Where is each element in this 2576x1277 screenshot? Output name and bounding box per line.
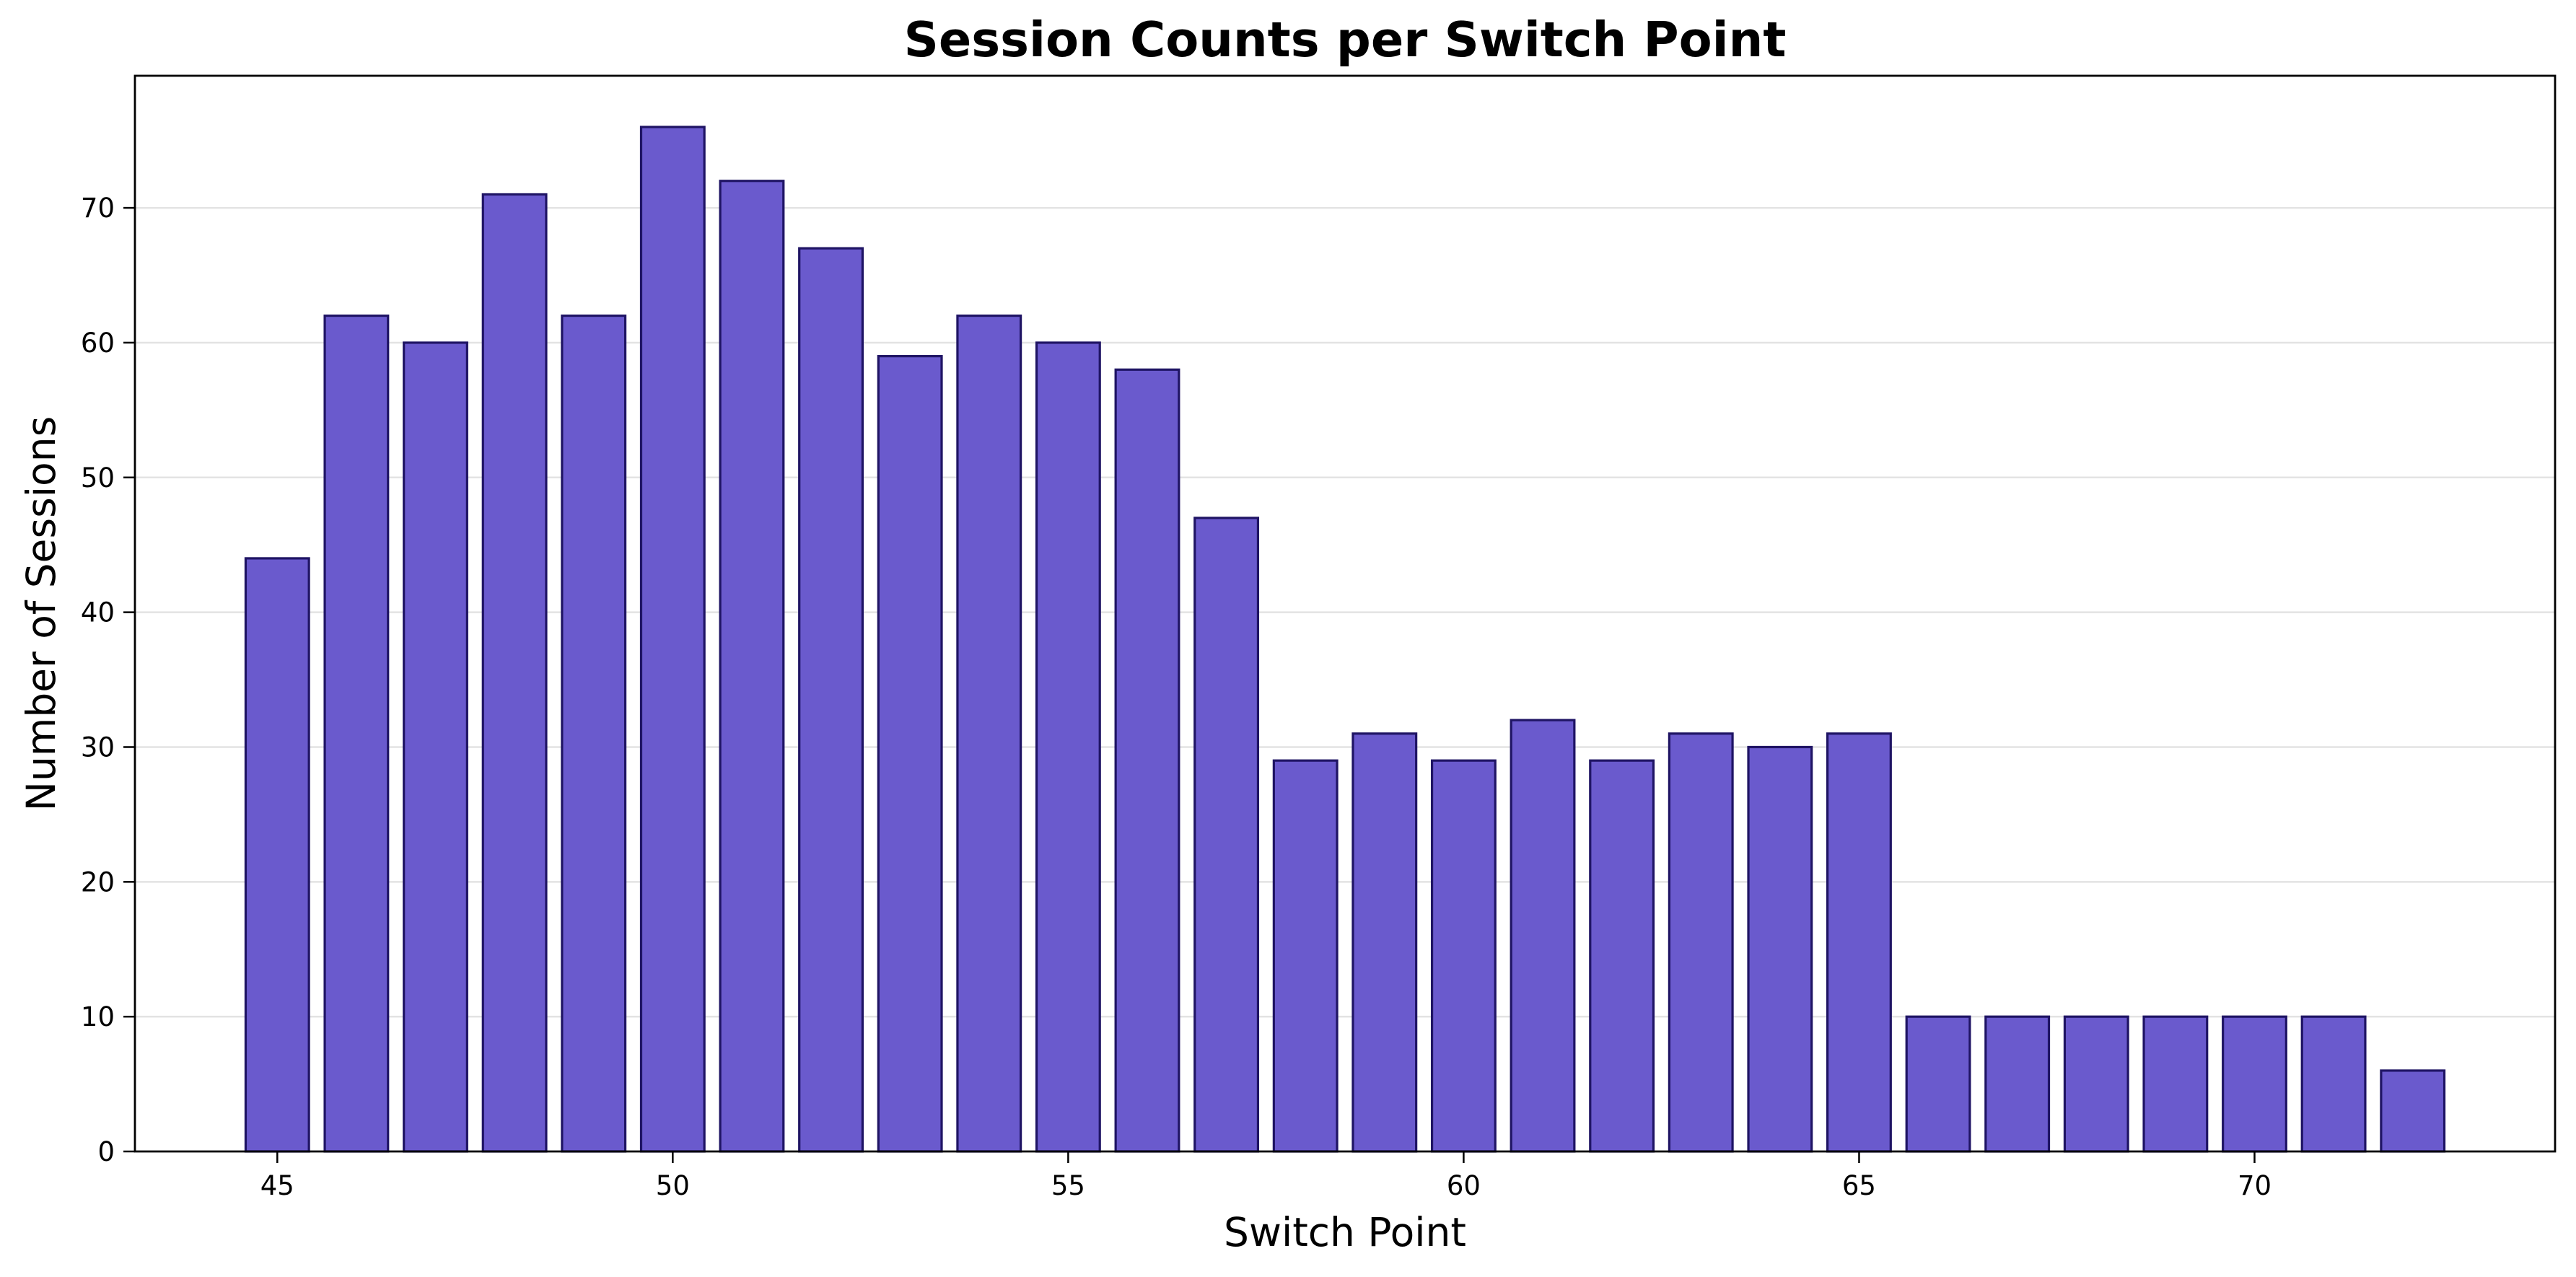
- x-tick-label: 55: [1051, 1170, 1085, 1201]
- bar-switch-point-53: [877, 355, 943, 1153]
- bar-switch-point-46: [323, 314, 390, 1153]
- bar-switch-point-50: [639, 126, 706, 1153]
- y-tick-label: 30: [81, 732, 115, 763]
- bar-switch-point-70: [2222, 1015, 2287, 1153]
- chart-title: Session Counts per Switch Point: [904, 12, 1787, 68]
- x-tick-label: 60: [1447, 1170, 1481, 1201]
- bar-switch-point-52: [798, 247, 864, 1153]
- x-axis-label: Switch Point: [1224, 1209, 1466, 1255]
- y-tick-label: 50: [81, 462, 115, 493]
- bar-switch-point-47: [403, 341, 468, 1153]
- bar-switch-point-48: [481, 193, 548, 1153]
- bar-switch-point-68: [2063, 1015, 2129, 1153]
- bar-switch-point-55: [1035, 341, 1101, 1153]
- bar-switch-point-54: [956, 314, 1022, 1153]
- y-tick-label: 70: [81, 193, 115, 224]
- bar-switch-point-64: [1747, 745, 1813, 1153]
- x-tick-label: 50: [656, 1170, 690, 1201]
- bar-switch-point-45: [244, 557, 310, 1153]
- bar-switch-point-61: [1510, 719, 1576, 1153]
- bar-switch-point-59: [1351, 732, 1418, 1153]
- bar-switch-point-71: [2300, 1015, 2367, 1153]
- axis-ticks: 45 50 55 60 65 70 0 10 20 30 40 50 60 70: [81, 193, 2271, 1201]
- y-tick-label: 20: [81, 866, 115, 898]
- bar-switch-point-57: [1193, 517, 1260, 1153]
- bar-switch-point-69: [2142, 1015, 2209, 1153]
- x-tick-label: 65: [1842, 1170, 1876, 1201]
- bar-switch-point-56: [1114, 368, 1180, 1153]
- x-tick-label: 70: [2238, 1170, 2271, 1201]
- x-tick-label: 45: [260, 1170, 294, 1201]
- bar-switch-point-67: [1984, 1015, 2051, 1153]
- bar-switch-point-63: [1668, 732, 1734, 1153]
- bar-switch-point-49: [561, 314, 627, 1153]
- bar-switch-point-60: [1430, 759, 1497, 1153]
- bar-switch-point-62: [1589, 759, 1655, 1153]
- y-tick-label: 10: [81, 1001, 115, 1032]
- y-tick-label: 60: [81, 328, 115, 359]
- bar-switch-point-51: [719, 180, 785, 1153]
- plot-frame: [133, 74, 2557, 1153]
- bar-switch-point-66: [1905, 1015, 1971, 1153]
- bar-switch-point-65: [1826, 732, 1892, 1153]
- y-axis-label: Number of Sessions: [18, 416, 64, 811]
- y-tick-label: 0: [97, 1136, 115, 1167]
- bar-switch-point-72: [2380, 1069, 2446, 1153]
- bar-switch-point-58: [1272, 759, 1339, 1153]
- y-tick-label: 40: [81, 597, 115, 628]
